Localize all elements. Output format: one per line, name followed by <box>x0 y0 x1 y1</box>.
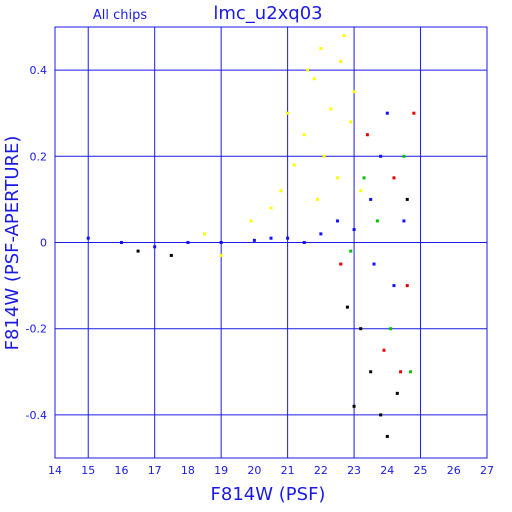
data-point <box>302 241 306 244</box>
data-point <box>316 197 320 201</box>
data-point <box>405 197 409 201</box>
data-point <box>409 370 413 374</box>
chart-title: lmc_u2xq03 <box>213 3 322 24</box>
data-point <box>249 219 253 223</box>
x-tick-label: 20 <box>247 464 261 477</box>
data-point <box>395 391 399 395</box>
data-point <box>352 404 356 408</box>
data-point <box>319 232 323 236</box>
data-point <box>335 176 339 180</box>
data-point <box>402 154 406 158</box>
data-point <box>359 327 363 331</box>
data-point <box>379 154 383 158</box>
x-tick-label: 16 <box>114 464 128 477</box>
data-point <box>369 370 373 374</box>
plot-frame <box>54 26 488 459</box>
data-point <box>402 219 406 223</box>
data-point <box>86 236 90 240</box>
x-axis-label: F814W (PSF) <box>211 484 326 505</box>
y-tick-label: 0.4 <box>30 64 48 77</box>
data-point <box>375 219 379 223</box>
y-tick-label: 0.2 <box>30 150 48 163</box>
data-point <box>349 249 353 253</box>
data-point <box>292 163 296 167</box>
data-point <box>385 434 389 438</box>
x-tick-label: 19 <box>214 464 228 477</box>
data-point <box>345 305 349 309</box>
y-tick-label: 0 <box>40 237 47 250</box>
data-point <box>389 327 393 331</box>
data-point <box>269 206 273 210</box>
x-tick-label: 26 <box>447 464 461 477</box>
data-point <box>153 245 157 249</box>
data-point <box>306 68 310 72</box>
data-point <box>365 133 369 137</box>
data-point <box>322 154 326 158</box>
y-tick-label: -0.2 <box>26 323 47 336</box>
data-point <box>269 236 273 240</box>
data-point <box>359 189 363 193</box>
data-point <box>352 90 356 94</box>
data-point <box>385 111 389 115</box>
data-point <box>136 249 140 253</box>
x-tick-label: 25 <box>414 464 428 477</box>
x-tick-label: 22 <box>314 464 328 477</box>
data-point <box>379 413 383 417</box>
x-tick-label: 23 <box>347 464 361 477</box>
data-point <box>342 34 346 38</box>
data-point <box>392 284 396 288</box>
data-point <box>362 176 366 180</box>
data-point <box>286 236 290 240</box>
data-point <box>335 219 339 223</box>
x-tick-label: 14 <box>48 464 62 477</box>
x-axis-ticks: 14 15 16 17 18 19 20 21 22 23 24 25 26 27 <box>48 464 494 477</box>
x-tick-label: 27 <box>480 464 494 477</box>
x-tick-label: 24 <box>380 464 394 477</box>
data-point <box>286 111 290 115</box>
x-tick-label: 17 <box>148 464 162 477</box>
data-point <box>203 232 207 236</box>
data-point <box>382 348 386 352</box>
data-point <box>219 241 223 244</box>
y-axis-ticks: 0.4 0.2 0 -0.2 -0.4 <box>26 64 47 422</box>
data-point <box>372 262 376 266</box>
x-tick-label: 18 <box>181 464 195 477</box>
data-point <box>169 253 173 257</box>
data-point <box>319 47 323 51</box>
data-point <box>279 189 283 193</box>
data-point <box>352 228 356 232</box>
data-point <box>399 370 403 374</box>
x-tick-label: 21 <box>281 464 295 477</box>
x-tick-label: 15 <box>81 464 95 477</box>
data-point <box>412 111 416 115</box>
data-point <box>186 241 190 244</box>
data-point <box>339 262 343 266</box>
data-point <box>219 253 223 257</box>
data-point <box>329 107 333 111</box>
data-points <box>86 34 416 438</box>
data-point <box>405 284 409 288</box>
data-point <box>369 197 373 201</box>
chart-subtitle: All chips <box>93 8 147 23</box>
data-point <box>392 176 396 180</box>
data-point <box>302 133 306 137</box>
data-point <box>119 241 123 244</box>
data-point <box>339 59 343 63</box>
data-point <box>349 120 353 124</box>
y-tick-label: -0.4 <box>26 409 47 422</box>
data-point <box>312 77 316 81</box>
y-axis-label: F814W (PSF-APERTURE) <box>2 136 23 351</box>
grid-lines <box>55 27 487 458</box>
data-point <box>252 238 256 242</box>
